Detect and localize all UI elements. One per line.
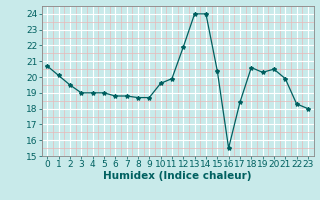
X-axis label: Humidex (Indice chaleur): Humidex (Indice chaleur) [103,171,252,181]
